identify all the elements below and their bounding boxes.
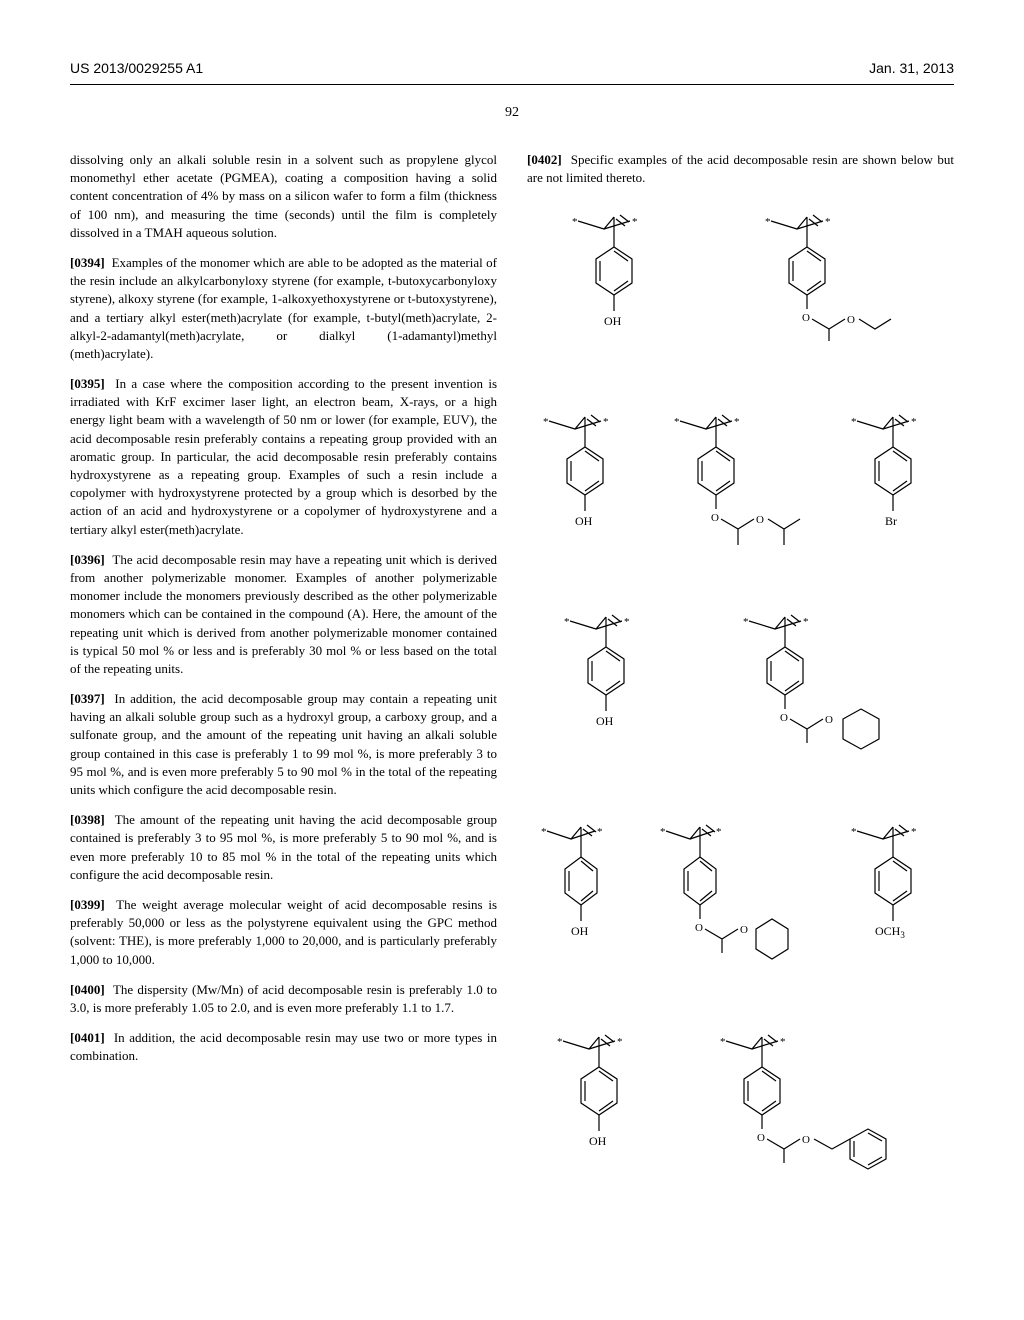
svg-text:*: *: [720, 1036, 726, 1048]
left-column: dissolving only an alkali soluble resin …: [70, 151, 497, 1237]
para-0395: [0395] In a case where the composition a…: [70, 375, 497, 539]
styrene-oh-unit: * * OH: [564, 207, 674, 367]
styrene-acetal-benzyl-unit: * * O O: [702, 1027, 932, 1197]
publication-date: Jan. 31, 2013: [869, 60, 954, 76]
svg-text:*: *: [603, 416, 609, 428]
svg-text:*: *: [572, 216, 578, 228]
para-0399: [0399] The weight average molecular weig…: [70, 896, 497, 969]
chem-row-1: * * OH *: [527, 207, 954, 367]
para-text: Examples of the monomer which are able t…: [70, 255, 497, 361]
svg-text:*: *: [716, 826, 722, 838]
para-text: In addition, the acid decomposable resin…: [70, 1030, 497, 1063]
header-rule: [70, 84, 954, 85]
para-num: [0397]: [70, 691, 105, 706]
svg-text:*: *: [541, 826, 547, 838]
para-text: The weight average molecular weight of a…: [70, 897, 497, 967]
para-text: In a case where the composition accordin…: [70, 376, 497, 537]
para-text: The amount of the repeating unit having …: [70, 812, 497, 882]
svg-text:*: *: [911, 416, 917, 428]
svg-text:Br: Br: [885, 514, 897, 528]
styrene-acetal-ethyl-unit: * * O O: [747, 207, 917, 367]
para-0400: [0400] The dispersity (Mw/Mn) of acid de…: [70, 981, 497, 1017]
para-0397: [0397] In addition, the acid decomposabl…: [70, 690, 497, 799]
right-column: [0402] Specific examples of the acid dec…: [527, 151, 954, 1237]
svg-text:*: *: [851, 826, 857, 838]
styrene-oh-unit: * * OH: [537, 407, 637, 567]
para-0396: [0396] The acid decomposable resin may h…: [70, 551, 497, 678]
svg-text:*: *: [851, 416, 857, 428]
styrene-och3-unit: * * OCH3: [845, 817, 945, 987]
svg-text:O: O: [847, 314, 855, 326]
svg-text:OH: OH: [589, 1134, 607, 1148]
svg-text:O: O: [695, 922, 703, 934]
svg-text:*: *: [674, 416, 680, 428]
para-num: [0394]: [70, 255, 105, 270]
para-text: The dispersity (Mw/Mn) of acid decomposa…: [70, 982, 497, 1015]
svg-text:OH: OH: [575, 514, 593, 528]
para-0402: [0402] Specific examples of the acid dec…: [527, 151, 954, 187]
svg-text:OH: OH: [571, 924, 589, 938]
chem-row-3: * * OH *: [527, 607, 954, 777]
page-number: 92: [70, 105, 954, 121]
svg-text:*: *: [632, 216, 638, 228]
svg-text:O: O: [711, 512, 719, 524]
para-text: Specific examples of the acid decomposab…: [527, 152, 954, 185]
para-num: [0402]: [527, 152, 562, 167]
chem-row-4: * * OH *: [527, 817, 954, 987]
svg-text:OH: OH: [596, 714, 614, 728]
svg-text:*: *: [911, 826, 917, 838]
svg-text:*: *: [543, 416, 549, 428]
styrene-acetal-cyclohexyl-unit: * * O O: [646, 817, 826, 987]
svg-text:*: *: [780, 1036, 786, 1048]
svg-text:O: O: [757, 1132, 765, 1144]
styrene-oh-unit: * * OH: [537, 817, 627, 987]
para-num: [0396]: [70, 552, 105, 567]
para-num: [0399]: [70, 897, 105, 912]
para-text: In addition, the acid decomposable group…: [70, 691, 497, 797]
svg-text:O: O: [802, 312, 810, 324]
para-num: [0398]: [70, 812, 105, 827]
chem-row-2: * * OH *: [527, 407, 954, 567]
svg-text:*: *: [825, 216, 831, 228]
para-num: [0395]: [70, 376, 105, 391]
para-0401: [0401] In addition, the acid decomposabl…: [70, 1029, 497, 1065]
svg-text:O: O: [802, 1134, 810, 1146]
svg-text:O: O: [756, 514, 764, 526]
styrene-br-unit: * * Br: [845, 407, 945, 567]
svg-text:*: *: [557, 1036, 563, 1048]
para-num: [0400]: [70, 982, 105, 997]
intro-paragraph: dissolving only an alkali soluble resin …: [70, 151, 497, 242]
svg-text:OH: OH: [604, 314, 622, 328]
para-num: [0401]: [70, 1030, 105, 1045]
svg-text:OCH3: OCH3: [875, 924, 905, 940]
svg-text:*: *: [765, 216, 771, 228]
svg-text:O: O: [825, 714, 833, 726]
svg-text:*: *: [743, 616, 749, 628]
para-text: The acid decomposable resin may have a r…: [70, 552, 497, 676]
chem-row-5: * * OH *: [527, 1027, 954, 1197]
chemical-structures: * * OH *: [527, 207, 954, 1197]
styrene-oh-unit: * * OH: [549, 1027, 659, 1197]
styrene-oh-unit: * * OH: [556, 607, 666, 777]
svg-text:*: *: [803, 616, 809, 628]
para-0394: [0394] Examples of the monomer which are…: [70, 254, 497, 363]
styrene-acetal-isopropyl-unit: * * O O: [656, 407, 826, 567]
svg-text:*: *: [660, 826, 666, 838]
svg-text:*: *: [734, 416, 740, 428]
svg-text:*: *: [624, 616, 630, 628]
svg-text:O: O: [740, 924, 748, 936]
svg-text:*: *: [597, 826, 603, 838]
para-0398: [0398] The amount of the repeating unit …: [70, 811, 497, 884]
svg-text:*: *: [564, 616, 570, 628]
patent-number: US 2013/0029255 A1: [70, 60, 203, 76]
styrene-acetal-cyclohexyl-unit: * * O O: [725, 607, 925, 777]
svg-text:O: O: [780, 712, 788, 724]
svg-text:*: *: [617, 1036, 623, 1048]
